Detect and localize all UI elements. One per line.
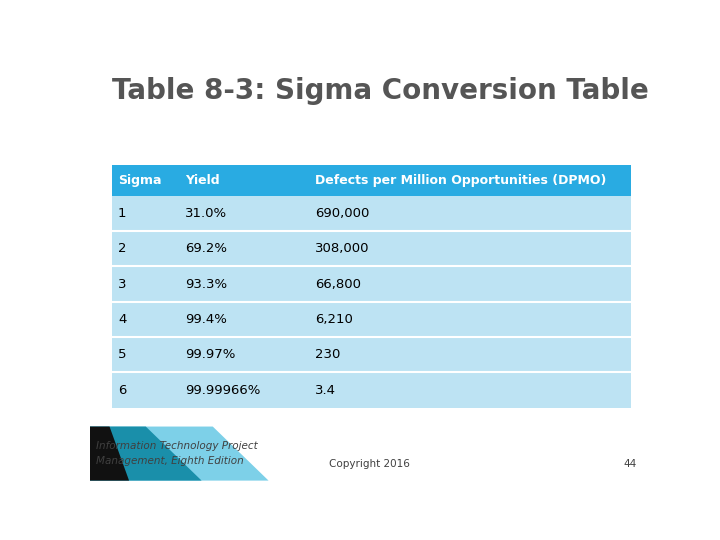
Polygon shape [90,427,202,481]
FancyBboxPatch shape [112,337,631,373]
Text: Management, Eighth Edition: Management, Eighth Edition [96,456,243,465]
Text: 6,210: 6,210 [315,313,353,326]
FancyBboxPatch shape [112,373,631,408]
Text: 3.4: 3.4 [315,383,336,397]
FancyBboxPatch shape [112,231,631,266]
FancyBboxPatch shape [112,266,631,302]
Text: Defects per Million Opportunities (DPMO): Defects per Million Opportunities (DPMO) [315,174,606,187]
Text: 93.3%: 93.3% [185,278,228,291]
FancyBboxPatch shape [112,196,631,231]
Text: 2: 2 [118,242,127,255]
Text: 31.0%: 31.0% [185,207,228,220]
Text: 44: 44 [624,459,637,469]
FancyBboxPatch shape [112,302,631,337]
Text: 5: 5 [118,348,127,361]
Text: 99.99966%: 99.99966% [185,383,261,397]
Text: 6: 6 [118,383,126,397]
Text: Copyright 2016: Copyright 2016 [328,459,410,469]
Text: Yield: Yield [185,174,220,187]
FancyBboxPatch shape [112,165,631,196]
Polygon shape [90,427,129,481]
Text: Sigma: Sigma [118,174,161,187]
Text: 308,000: 308,000 [315,242,369,255]
Text: 4: 4 [118,313,126,326]
Text: 690,000: 690,000 [315,207,369,220]
Polygon shape [90,427,269,481]
Text: 99.97%: 99.97% [185,348,235,361]
Text: Table 8-3: Sigma Conversion Table: Table 8-3: Sigma Conversion Table [112,77,649,105]
Text: 1: 1 [118,207,127,220]
Text: 230: 230 [315,348,341,361]
Text: 99.4%: 99.4% [185,313,228,326]
Text: Information Technology Project: Information Technology Project [96,441,257,451]
Text: 69.2%: 69.2% [185,242,228,255]
Text: 66,800: 66,800 [315,278,361,291]
Text: 3: 3 [118,278,127,291]
